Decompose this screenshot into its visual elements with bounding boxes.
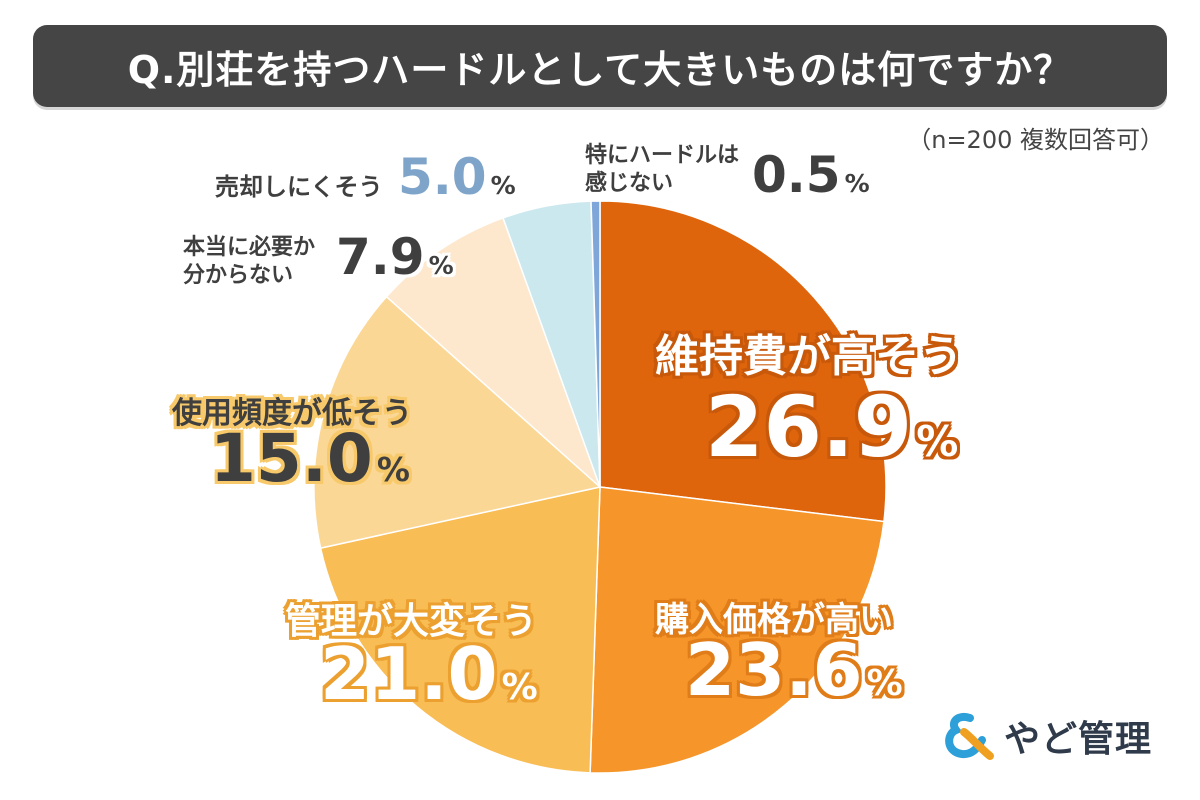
unit-management: %	[501, 667, 538, 708]
unit-no-hurdle: %	[844, 169, 870, 198]
slice-label-low-usage: 使用頻度が低そう	[172, 396, 412, 431]
pie-slice-maintenance	[599, 200, 887, 523]
pie-slice-management	[319, 486, 601, 774]
label-line-1: 特にハードルは	[585, 143, 740, 168]
label-line-2: 感じない	[585, 171, 674, 196]
brand-logo: やど管理	[940, 710, 1152, 762]
chart-title: Q.別荘を持つハードルとして大きいものは何ですか？	[127, 47, 1073, 92]
brand-name: やど管理	[1004, 719, 1153, 760]
slice-label-management: 管理が大変そう	[285, 601, 538, 642]
pie-slice-low-usage	[313, 295, 602, 550]
label-line-2: 分からない	[183, 263, 294, 288]
value-maintenance: 26.9	[705, 378, 913, 476]
value-no-hurdle: 0.5	[752, 146, 841, 204]
slice-label-unsure-need: 本当に必要か 分からない	[183, 234, 315, 290]
pie-slice-purchase-price	[589, 486, 885, 774]
value-purchase-price: 23.6	[685, 628, 863, 712]
value-management: 21.0	[320, 632, 498, 716]
value-low-usage: 15.0	[210, 420, 373, 497]
ampersand-logo-icon	[945, 713, 994, 760]
slice-value-maintenance: 26.9%	[705, 378, 958, 476]
value-unsure-need: 7.9	[336, 228, 425, 286]
sample-note: （n=200 複数回答可）	[907, 126, 1164, 154]
unit-unsure-need: %	[428, 251, 454, 280]
unit-low-usage: %	[376, 450, 410, 489]
slice-value-hard-to-sell: 5.0%	[398, 148, 516, 206]
slice-label-purchase-price: 購入価格が高い	[655, 600, 893, 640]
title-bar: Q.別荘を持つハードルとして大きいものは何ですか？	[33, 25, 1167, 107]
unit-maintenance: %	[916, 417, 959, 466]
slice-label-maintenance: 維持費が高そう	[655, 331, 963, 382]
slice-value-no-hurdle: 0.5%	[752, 146, 870, 204]
pie-slice-no-hurdle	[590, 200, 601, 488]
label-line-1: 本当に必要か	[183, 235, 316, 260]
slice-value-low-usage: 15.0%	[210, 420, 410, 497]
unit-hard-to-sell: %	[490, 171, 516, 200]
slice-value-management: 21.0%	[320, 632, 538, 716]
pie-slice-unsure-need	[385, 216, 601, 488]
slice-value-unsure-need: 7.9%	[336, 228, 454, 286]
value-hard-to-sell: 5.0	[398, 148, 487, 206]
slice-label-hard-to-sell: 売却しにくそう	[215, 173, 383, 201]
slice-label-no-hurdle: 特にハードルは 感じない	[585, 142, 739, 198]
unit-purchase-price: %	[866, 663, 903, 704]
slice-value-purchase-price: 23.6%	[685, 628, 903, 712]
